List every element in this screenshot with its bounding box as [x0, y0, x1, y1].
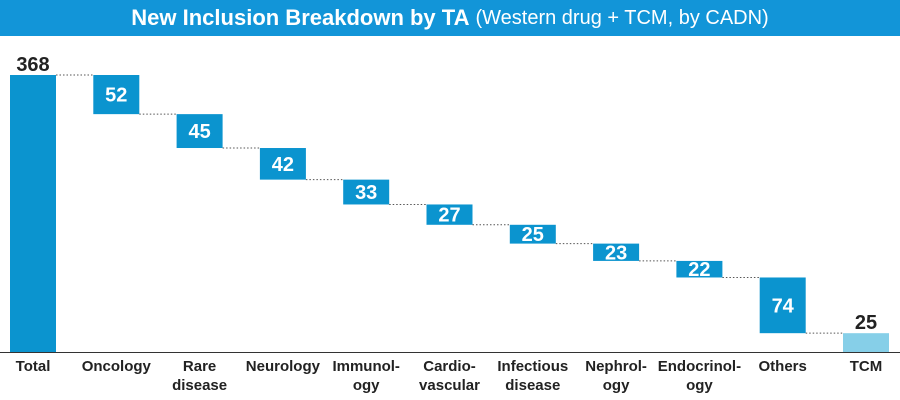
data-label: 45	[188, 121, 210, 143]
tick-label: Oncology	[82, 358, 152, 375]
data-label: 23	[605, 242, 627, 264]
bar-tcm	[843, 333, 889, 352]
data-label: 33	[355, 182, 377, 204]
bar-cardio-vascular	[426, 204, 473, 225]
tick-label: Cardio-vascular	[419, 358, 480, 394]
bar-neurology	[259, 148, 306, 180]
data-label: 22	[688, 259, 710, 281]
data-label: 25	[855, 312, 877, 334]
bar-infectious-disease	[509, 224, 556, 244]
tick-label: Rare disease	[172, 358, 227, 394]
data-label: 52	[105, 85, 127, 107]
tick-label: TCM	[850, 358, 883, 375]
tick-label: Infectious disease	[497, 358, 568, 394]
chart-title-bar: New Inclusion Breakdown by TA (Western d…	[0, 0, 900, 36]
data-label: 25	[522, 224, 544, 246]
tick-label: Others	[759, 358, 807, 375]
bar-others	[759, 277, 806, 334]
data-label: 368	[16, 54, 49, 76]
tick-label: Neurology	[246, 358, 321, 375]
tick-label: Immunol-ogy	[332, 358, 400, 394]
bar-rare-disease	[176, 114, 223, 149]
chart-subtitle: (Western drug + TCM, by CADN)	[475, 6, 769, 29]
bar-endocrinol-ogy	[676, 260, 723, 278]
tick-label: Endocrinol-ogy	[658, 358, 741, 394]
data-label: 27	[438, 205, 460, 227]
bar-immunol-ogy	[343, 179, 390, 205]
tick-label: Total	[16, 358, 51, 375]
data-label: 74	[772, 295, 795, 317]
bar-oncology	[93, 75, 140, 115]
bar-nephrol-ogy	[593, 243, 640, 261]
data-label: 42	[272, 154, 294, 176]
chart-title: New Inclusion Breakdown by TA	[131, 5, 470, 30]
bar-total	[10, 75, 56, 352]
tick-label: Nephrol-ogy	[585, 358, 647, 394]
